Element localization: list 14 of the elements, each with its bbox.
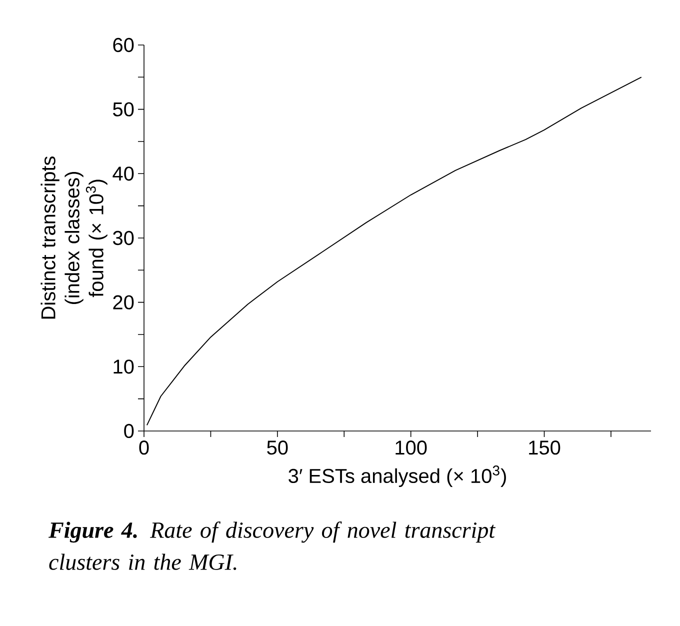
y-tick-label: 0	[124, 424, 134, 438]
y-tick-label: 30	[112, 230, 134, 246]
line-series	[146, 76, 642, 426]
y-tick-label: 10	[114, 360, 134, 374]
x-tick-label: 100	[396, 440, 427, 455]
y-tick-label: 40	[112, 166, 134, 181]
text: Figure 4. Rate of discovery of novel transcript clusters in the MGI.	[48, 522, 496, 570]
y-tick-label: 60	[113, 38, 134, 52]
x-tick-label: 150	[529, 440, 560, 455]
y-tick-label: 20	[113, 295, 134, 310]
x-axis-title: 3′ ESTs analysed (× 10$^{3}$)	[288, 466, 506, 488]
x-tick-label: 50	[267, 440, 288, 455]
x-tick-label: 0	[139, 440, 149, 455]
y-tick-label: 50	[113, 102, 134, 116]
